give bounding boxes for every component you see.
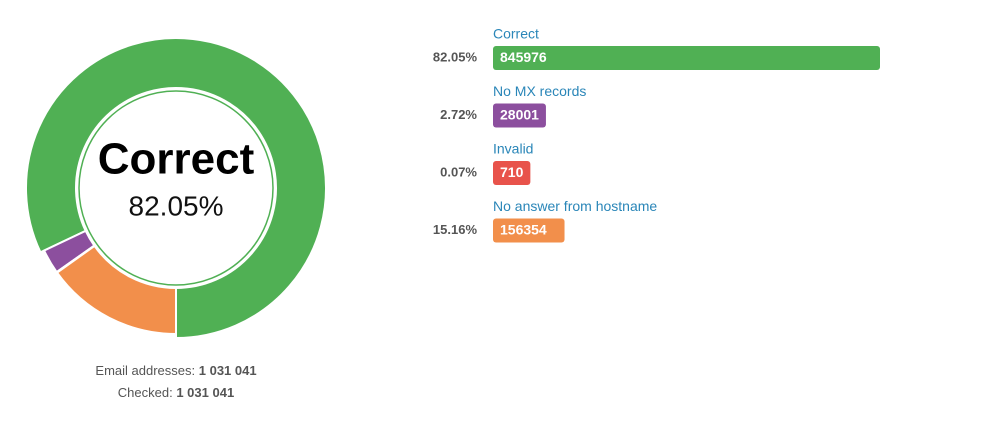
- category-label[interactable]: Correct: [493, 26, 539, 42]
- donut-segment[interactable]: [55, 244, 177, 336]
- percent-label: 0.07%: [440, 164, 477, 179]
- summary-value: 1 031 041: [199, 363, 257, 378]
- percent-label: 2.72%: [440, 107, 477, 122]
- count-bar: [493, 103, 546, 128]
- category-label[interactable]: Invalid: [493, 141, 533, 157]
- summary-line: Checked: 1 031 041: [118, 385, 234, 400]
- summary-label: Checked:: [118, 385, 173, 400]
- donut-chart: [25, 37, 327, 340]
- count-label: 710: [500, 164, 524, 180]
- summary-value: 1 031 041: [176, 385, 234, 400]
- category-label[interactable]: No answer from hostname: [493, 198, 657, 214]
- percent-label: 82.05%: [433, 49, 478, 64]
- center-label: Correct: [98, 135, 255, 184]
- donut-segment[interactable]: [25, 37, 327, 340]
- percent-label: 15.16%: [433, 222, 478, 237]
- count-bar: [493, 46, 880, 70]
- count-bar: [493, 218, 565, 243]
- count-label: 156354: [500, 222, 547, 238]
- count-label: 845976: [500, 49, 547, 65]
- summary-label: Email addresses:: [95, 363, 195, 378]
- summary-line: Email addresses: 1 031 041: [95, 363, 256, 378]
- count-bar: [493, 161, 531, 185]
- center-ring: [78, 90, 274, 286]
- count-label: 28001: [500, 107, 539, 123]
- category-label[interactable]: No MX records: [493, 83, 586, 99]
- center-value: 82.05%: [129, 190, 224, 221]
- legend: Correct 82.05% 845976 No MX records 2.72% 280…: [433, 26, 880, 243]
